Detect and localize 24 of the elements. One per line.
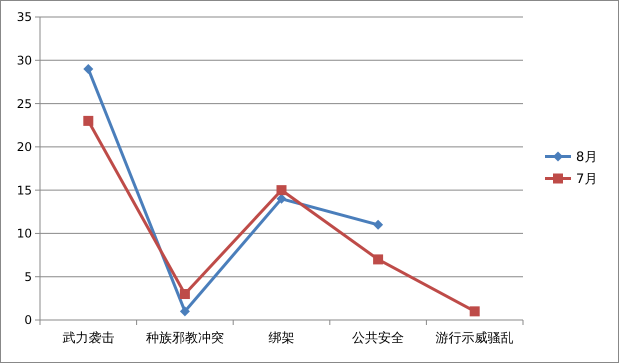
x-tick-label: 公共安全 bbox=[352, 330, 404, 346]
y-tick-label: 35 bbox=[16, 10, 32, 24]
x-tick-label: 绑架 bbox=[268, 331, 294, 346]
x-tick-label: 武力袭击 bbox=[62, 331, 114, 346]
point bbox=[180, 289, 190, 300]
y-tick-label: 15 bbox=[16, 183, 32, 198]
y-tick-label: 10 bbox=[16, 226, 32, 241]
legend-label: 7月 bbox=[576, 172, 598, 188]
legend-label: 8月 bbox=[576, 150, 598, 166]
y-tick-label: 0 bbox=[24, 313, 32, 328]
point bbox=[180, 306, 190, 316]
y-tick-label: 30 bbox=[16, 53, 32, 68]
x-tick-label: 种族邪教冲突 bbox=[146, 331, 224, 346]
y-tick-label: 20 bbox=[16, 140, 32, 154]
point bbox=[373, 220, 384, 230]
point bbox=[373, 254, 384, 264]
y-tick-label: 25 bbox=[16, 96, 32, 111]
point bbox=[276, 185, 286, 196]
y-tick-label: 5 bbox=[24, 270, 32, 284]
point bbox=[276, 194, 286, 204]
point bbox=[83, 64, 94, 74]
x-tick-label: 游行示威骚乱 bbox=[436, 331, 514, 346]
point bbox=[470, 306, 480, 316]
point bbox=[83, 116, 94, 126]
